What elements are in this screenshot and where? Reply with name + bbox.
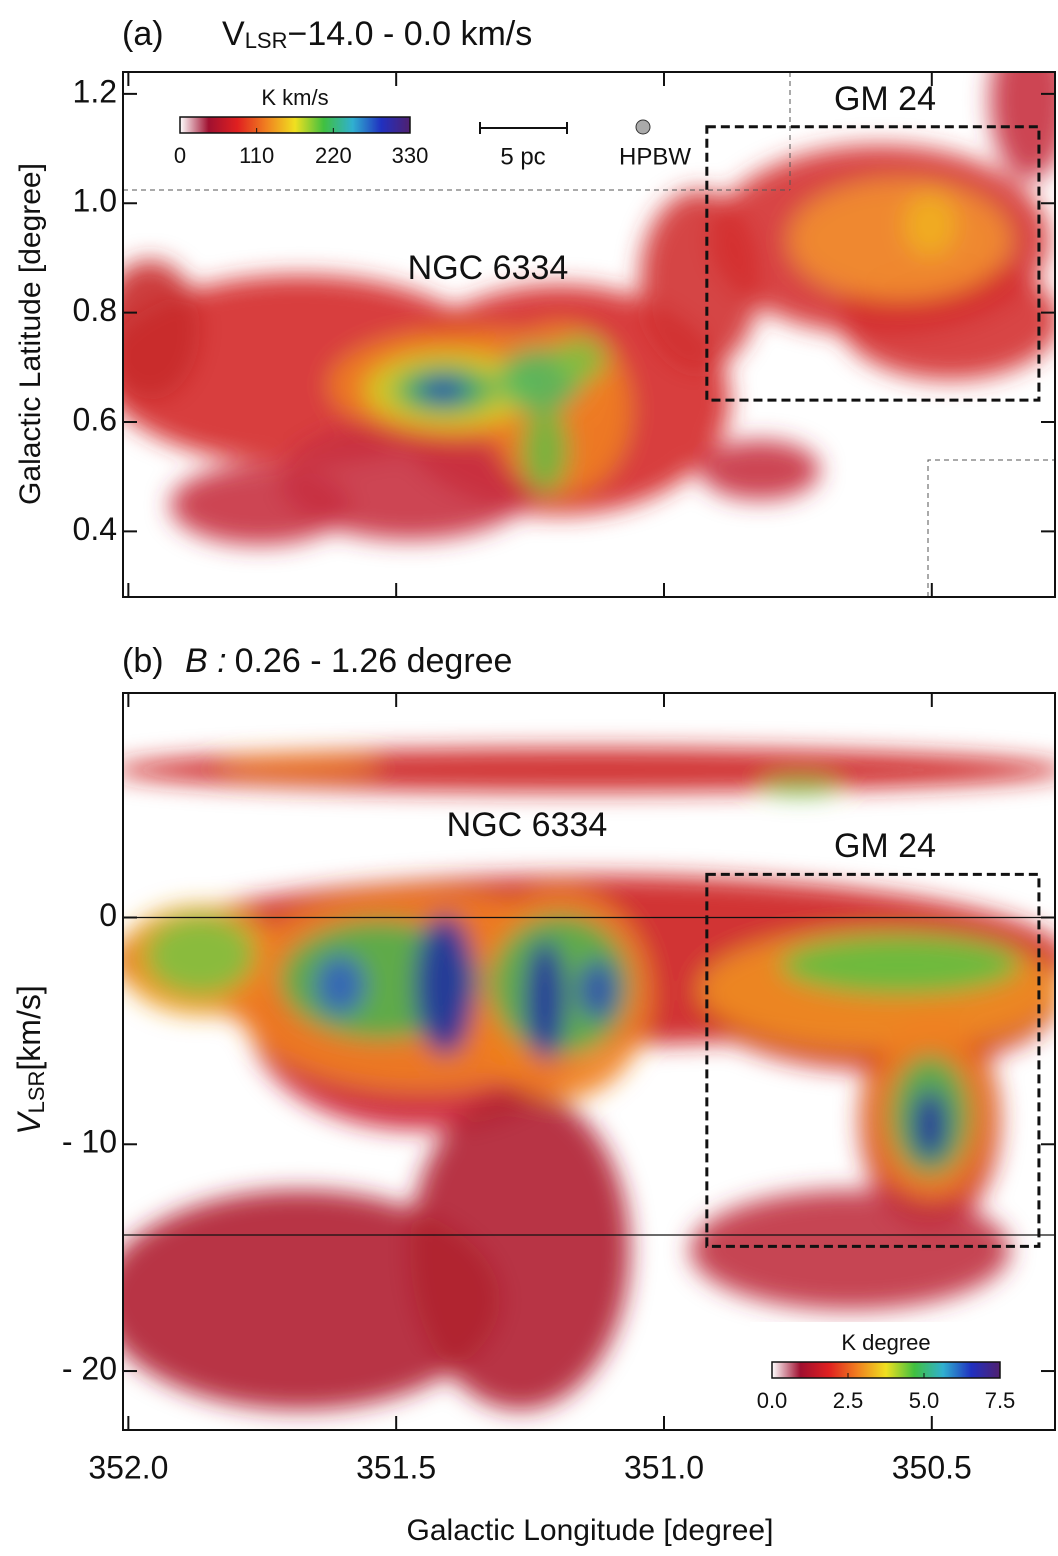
y-axis-label: VLSR[km/s] bbox=[11, 985, 48, 1134]
colorbar bbox=[771, 1361, 1001, 1379]
colorbar-tick-label: 110 bbox=[239, 143, 274, 168]
emission bbox=[690, 1190, 1010, 1310]
emission bbox=[415, 915, 475, 1055]
emission bbox=[123, 260, 200, 400]
emission bbox=[912, 1090, 948, 1160]
plot-frame bbox=[122, 71, 1056, 598]
colorbar-label: K km/s bbox=[261, 85, 328, 110]
emission bbox=[700, 440, 820, 500]
x-tick-label: 350.5 bbox=[892, 1449, 972, 1485]
x-tick-label: 351.5 bbox=[356, 1449, 436, 1485]
colorbar bbox=[179, 116, 411, 134]
y-tick-label: 1.0 bbox=[73, 183, 117, 219]
panel-label: (a) bbox=[122, 15, 164, 53]
region-box bbox=[705, 125, 1041, 402]
emission bbox=[220, 755, 380, 775]
emission bbox=[760, 779, 840, 795]
emission bbox=[525, 940, 565, 1060]
annotation: 5 pc bbox=[500, 143, 545, 170]
emission bbox=[904, 193, 956, 257]
colorbar-tick-label: 0 bbox=[174, 143, 186, 168]
beam bbox=[635, 119, 651, 135]
y-axis-label: Galactic Latitude [degree] bbox=[14, 163, 47, 505]
x-tick-label: 352.0 bbox=[88, 1449, 168, 1485]
annotation: GM 24 bbox=[834, 80, 936, 118]
annotation: HPBW bbox=[619, 143, 691, 170]
colorbar-tick-label: 5.0 bbox=[909, 1388, 940, 1413]
emission bbox=[790, 180, 1010, 300]
y-tick-label: 1.2 bbox=[73, 73, 117, 109]
emission bbox=[315, 955, 365, 1015]
colorbar-tick-label: 7.5 bbox=[985, 1388, 1016, 1413]
emission bbox=[780, 935, 1020, 995]
coverage-line bbox=[927, 459, 1055, 597]
colorbar-tick-label: 0.0 bbox=[757, 1388, 788, 1413]
emission bbox=[417, 377, 469, 403]
panel-title: B :0.26 - 1.26 degree bbox=[185, 642, 512, 680]
y-tick-label: 0.4 bbox=[73, 511, 117, 547]
emission bbox=[521, 408, 569, 492]
colorbar-label: K degree bbox=[841, 1330, 930, 1355]
y-tick-label: 0.8 bbox=[73, 292, 117, 328]
emission bbox=[410, 1090, 630, 1410]
region-box bbox=[705, 872, 1041, 1248]
annotation: NGC 6334 bbox=[447, 806, 608, 844]
y-tick-label: - 10 bbox=[62, 1124, 117, 1160]
emission bbox=[990, 72, 1055, 180]
annotation: NGC 6334 bbox=[408, 249, 569, 287]
emission bbox=[280, 420, 540, 540]
panel-title: VLSR−14.0 - 0.0 km/s bbox=[222, 15, 532, 53]
colorbar-tick-label: 330 bbox=[392, 143, 429, 168]
panel-label: (b) bbox=[122, 642, 164, 680]
emission bbox=[145, 915, 255, 995]
x-axis-label: Galactic Longitude [degree] bbox=[407, 1514, 774, 1547]
y-tick-label: - 20 bbox=[62, 1350, 117, 1386]
emission bbox=[554, 338, 606, 382]
emission bbox=[578, 960, 618, 1020]
y-tick-label: 0 bbox=[99, 897, 117, 933]
emission-map bbox=[123, 72, 1055, 545]
y-tick-label: 0.6 bbox=[73, 401, 117, 437]
x-tick-label: 351.0 bbox=[624, 1449, 704, 1485]
emission bbox=[123, 1190, 500, 1410]
colorbar-tick-label: 2.5 bbox=[833, 1388, 864, 1413]
annotation: GM 24 bbox=[834, 827, 936, 865]
plot-frame bbox=[122, 692, 1056, 1431]
colorbar-tick-label: 220 bbox=[315, 143, 352, 168]
